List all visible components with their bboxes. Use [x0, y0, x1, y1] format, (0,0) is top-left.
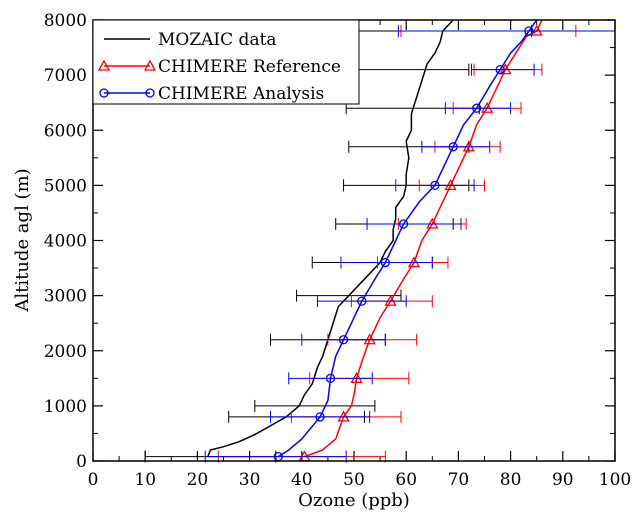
data-point [315, 412, 325, 422]
legend: MOZAIC data CHIMERE Reference CHIMERE Anal… [92, 19, 360, 105]
data-point [430, 180, 440, 191]
x-tick-label: 80 [500, 470, 522, 490]
y-axis-label: Altitude agl (m) [12, 168, 33, 312]
data-point [524, 26, 534, 36]
x-tick-label: 50 [343, 470, 365, 490]
y-tick-label: 8000 [44, 11, 87, 31]
x-axis-label: Ozone (ppb) [298, 490, 410, 511]
legend-marker [99, 88, 109, 98]
data-point [398, 219, 409, 229]
x-tick-label: 30 [239, 470, 261, 490]
y-tick-label: 1000 [44, 397, 87, 417]
x-tick-label: 10 [134, 470, 156, 490]
x-tick-label: 20 [187, 470, 209, 490]
y-tick-label: 4000 [44, 232, 87, 252]
x-tick-label: 60 [395, 470, 417, 490]
legend-label: CHIMERE Reference [158, 57, 341, 77]
legend-label: CHIMERE Analysis [158, 84, 324, 104]
series-2 [204, 19, 615, 463]
y-tick-label: 7000 [44, 66, 87, 86]
data-point [380, 257, 390, 268]
data-point [495, 64, 505, 75]
data-point [338, 335, 349, 345]
data-point [357, 296, 367, 306]
legend-marker [145, 88, 155, 98]
y-tick-label: 0 [76, 452, 87, 472]
data-point [325, 373, 336, 383]
y-tick-label: 6000 [44, 121, 87, 141]
x-tick-label: 70 [448, 470, 470, 490]
legend-label: MOZAIC data [158, 30, 277, 50]
x-tick-label: 90 [552, 470, 574, 490]
data-point [472, 103, 482, 113]
legend-box [92, 19, 360, 105]
data-point [448, 142, 458, 152]
x-tick-label: 100 [599, 470, 631, 490]
x-tick-label: 0 [88, 470, 99, 490]
y-tick-label: 3000 [44, 287, 87, 307]
y-tick-label: 2000 [44, 342, 87, 362]
legend-marker [97, 59, 111, 71]
y-tick-label: 5000 [44, 176, 87, 196]
series-line [207, 19, 454, 457]
x-tick-label: 40 [291, 470, 313, 490]
series-line [304, 19, 543, 458]
legend-marker [143, 59, 157, 71]
tick-labels: 0 10 20 30 40 50 60 70 80 90 100010002000300040005… [44, 11, 631, 490]
series-line [277, 19, 538, 458]
